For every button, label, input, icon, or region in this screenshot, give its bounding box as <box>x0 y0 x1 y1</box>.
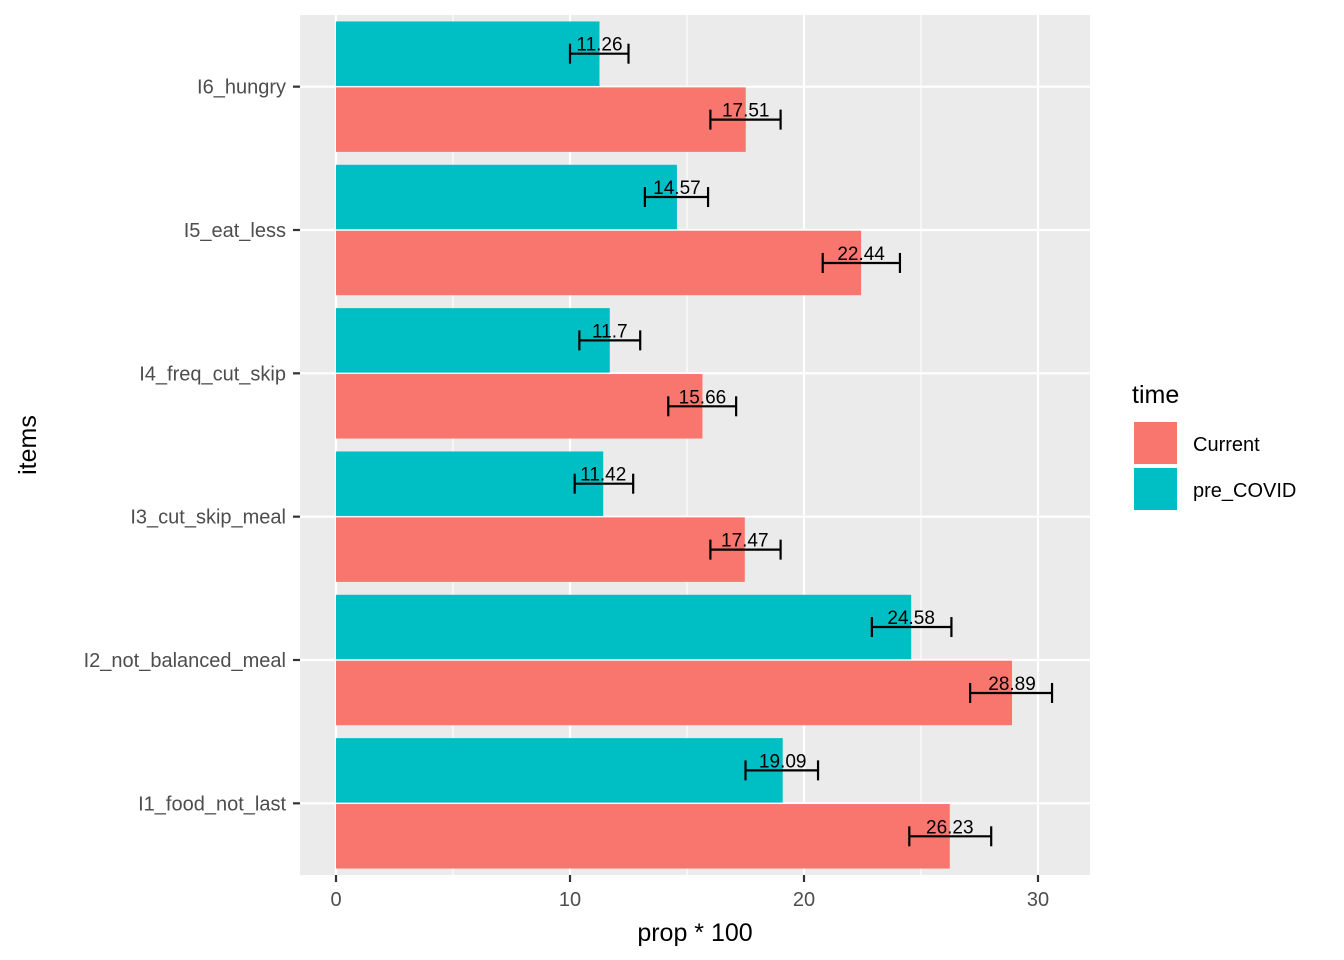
data-label-pre-covid-i4-freq-cut-skip: 11.7 <box>592 321 628 342</box>
data-label-pre-covid-i2-not-balanced-meal: 24.58 <box>887 608 935 629</box>
bar-current-i3-cut-skip-meal <box>336 517 745 582</box>
y-tick-label-i6-hungry: I6_hungry <box>197 77 286 99</box>
x-tick-label-20: 20 <box>793 889 815 911</box>
minor-grid <box>452 15 922 875</box>
bar-current-i5-eat-less <box>336 230 862 296</box>
bar-pre-covid-i5-eat-less <box>336 164 677 230</box>
y-tick-label-i2-not-balanced-meal: I2_not_balanced_meal <box>84 650 286 672</box>
bar-pre-covid-i1-food-not-last <box>336 738 783 803</box>
x-tick-label-0: 0 <box>330 889 341 911</box>
legend-label-pre-covid: pre_COVID <box>1193 480 1296 502</box>
data-label-current-i5-eat-less: 22.44 <box>837 244 885 265</box>
legend-key-pre-covid <box>1134 468 1177 510</box>
data-label-pre-covid-i6-hungry: 11.26 <box>576 35 622 56</box>
bar-current-i6-hungry <box>336 87 746 152</box>
data-label-current-i1-food-not-last: 26.23 <box>926 817 974 838</box>
x-tick-label-10: 10 <box>559 889 581 911</box>
legend-title: time <box>1132 381 1179 409</box>
x-axis-title: prop * 100 <box>637 919 752 947</box>
data-labels-layer: 26.23 19.09 28.89 24.58 17.47 11.42 15.66 11.7 2… <box>576 35 1035 839</box>
y-tick-label-i5-eat-less: I5_eat_less <box>184 220 286 242</box>
bar-current-i4-freq-cut-skip <box>336 374 703 439</box>
errorbars-layer <box>568 43 1054 847</box>
y-tick-label-i3-cut-skip-meal: I3_cut_skip_meal <box>130 507 286 529</box>
legend-label-current: Current <box>1193 434 1260 456</box>
data-label-current-i4-freq-cut-skip: 15.66 <box>679 387 727 408</box>
major-grid <box>300 15 1090 875</box>
data-label-current-i3-cut-skip-meal: 17.47 <box>721 531 769 552</box>
x-tick-label-30: 30 <box>1027 889 1049 911</box>
bar-pre-covid-i4-freq-cut-skip <box>336 308 610 373</box>
plot-panel <box>300 15 1090 875</box>
bar-pre-covid-i6-hungry <box>336 21 600 86</box>
y-axis-title: items <box>14 415 42 475</box>
bar-pre-covid-i3-cut-skip-meal <box>336 451 604 516</box>
bar-pre-covid-i2-not-balanced-meal <box>336 594 912 660</box>
data-label-pre-covid-i3-cut-skip-meal: 11.42 <box>580 465 626 486</box>
y-tick-label-i1-food-not-last: I1_food_not_last <box>138 793 286 815</box>
data-label-current-i2-not-balanced-meal: 28.89 <box>988 674 1036 695</box>
x-axis: 0 10 20 30 <box>330 875 1049 911</box>
bar-current-i2-not-balanced-meal <box>336 660 1013 726</box>
data-label-pre-covid-i1-food-not-last: 19.09 <box>759 751 807 772</box>
data-label-current-i6-hungry: 17.51 <box>722 101 770 122</box>
y-axis: I1_food_not_last I2_not_balanced_meal I3_c… <box>84 77 300 815</box>
bars-layer <box>336 21 1013 869</box>
y-tick-label-i4-freq-cut-skip: I4_freq_cut_skip <box>139 363 286 385</box>
legend: time Current pre_COVID <box>1132 381 1296 510</box>
bar-current-i1-food-not-last <box>336 804 950 869</box>
data-label-pre-covid-i5-eat-less: 14.57 <box>653 178 701 199</box>
legend-key-current <box>1134 422 1177 464</box>
